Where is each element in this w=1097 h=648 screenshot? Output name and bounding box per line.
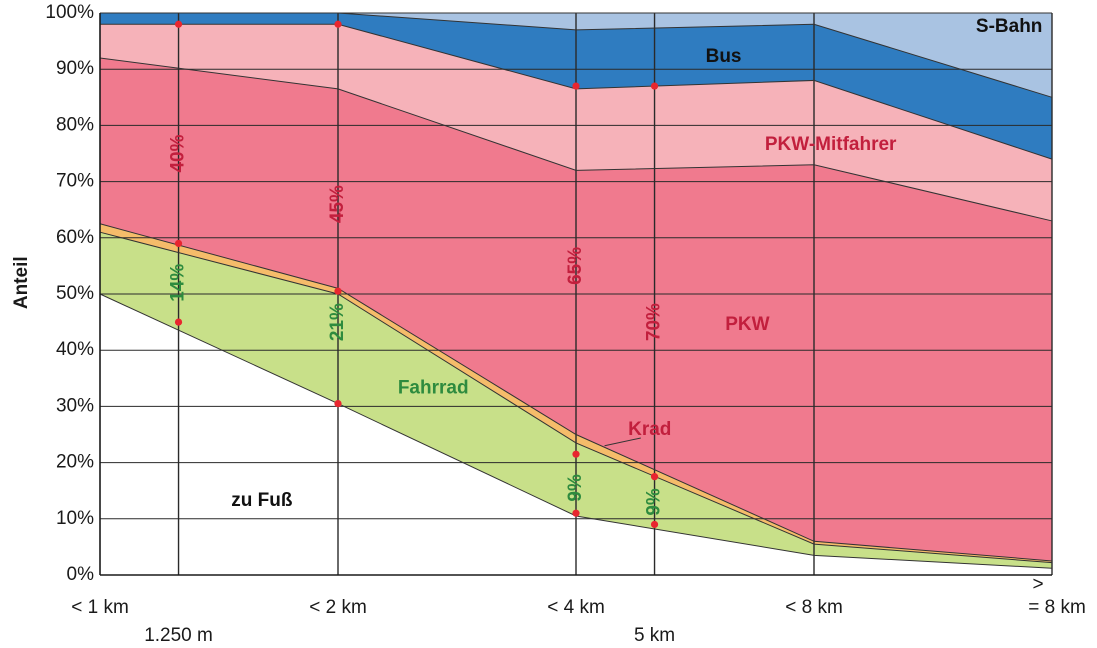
series-label-s-bahn: S-Bahn xyxy=(976,16,1043,37)
krad-leader-line xyxy=(604,437,641,447)
share-annotation: 21% xyxy=(327,303,348,341)
y-tick-label: 60% xyxy=(56,227,94,248)
marker-point xyxy=(650,520,659,529)
share-annotation: 9% xyxy=(565,474,586,502)
marker-point xyxy=(650,473,659,481)
y-axis-title: Anteil xyxy=(11,256,32,309)
marker-point xyxy=(334,399,342,408)
y-tick-label: 20% xyxy=(56,452,94,473)
share-annotation: 9% xyxy=(644,488,665,516)
x-tick-label: < 4 km xyxy=(547,597,605,618)
share-annotation: 40% xyxy=(168,134,189,172)
x-sub-label: 5 km xyxy=(634,625,675,646)
x-tick-prefix: > xyxy=(1032,574,1043,595)
y-tick-label: 40% xyxy=(56,339,94,360)
share-annotation: 14% xyxy=(168,264,189,302)
boundary-krad xyxy=(99,223,1053,562)
marker-point xyxy=(572,509,580,517)
y-tick-label: 80% xyxy=(56,114,94,135)
y-tick-label: 0% xyxy=(67,564,95,585)
marker-point xyxy=(334,20,342,28)
x-tick-label: = 8 km xyxy=(1028,597,1086,618)
y-tick-label: 90% xyxy=(56,58,94,79)
x-tick-label: < 8 km xyxy=(785,597,843,618)
marker-point xyxy=(174,239,183,248)
share-annotation: 45% xyxy=(327,185,348,223)
share-annotation: 70% xyxy=(644,303,665,341)
series-label-pkw: PKW xyxy=(725,314,769,335)
x-tick-label: < 2 km xyxy=(309,597,367,618)
y-tick-label: 30% xyxy=(56,395,94,416)
x-sub-label: 1.250 m xyxy=(144,625,213,646)
x-tick-label: < 1 km xyxy=(71,597,129,618)
marker-point xyxy=(334,287,342,295)
axis-layer: 0% 10% 20% 30% 40% 50% 60% 70% 80% 90% 100% Anteil <… xyxy=(11,2,1086,646)
series-label-layer: S-Bahn Bus PKW-Mitfahrer PKW Krad Fahrrad zu F… xyxy=(231,16,1042,511)
marker-point xyxy=(174,20,183,28)
series-label-pkw-mitfahrer: PKW-Mitfahrer xyxy=(765,134,897,155)
series-label-krad: Krad xyxy=(628,419,671,440)
grid-layer xyxy=(100,12,1053,576)
boundary-pkw xyxy=(99,57,1053,222)
y-tick-label: 70% xyxy=(56,171,94,192)
series-label-bus: Bus xyxy=(706,46,742,67)
series-label-fahrrad: Fahrrad xyxy=(398,377,469,398)
marker-point xyxy=(174,318,183,326)
y-tick-label: 50% xyxy=(56,283,94,304)
boundary-fahrrad xyxy=(99,231,1053,564)
marker-point xyxy=(572,450,580,458)
annotation-layer: 40% 45% 65% 70% 14% 21% 9% 9% xyxy=(168,134,665,515)
share-annotation: 65% xyxy=(565,247,586,285)
series-label-zu-fuss: zu Fuß xyxy=(231,490,293,511)
marker-layer xyxy=(174,20,659,529)
y-tick-label: 10% xyxy=(56,508,94,529)
marker-point xyxy=(650,82,659,90)
y-tick-label: 100% xyxy=(45,2,94,23)
marker-point xyxy=(572,82,580,90)
